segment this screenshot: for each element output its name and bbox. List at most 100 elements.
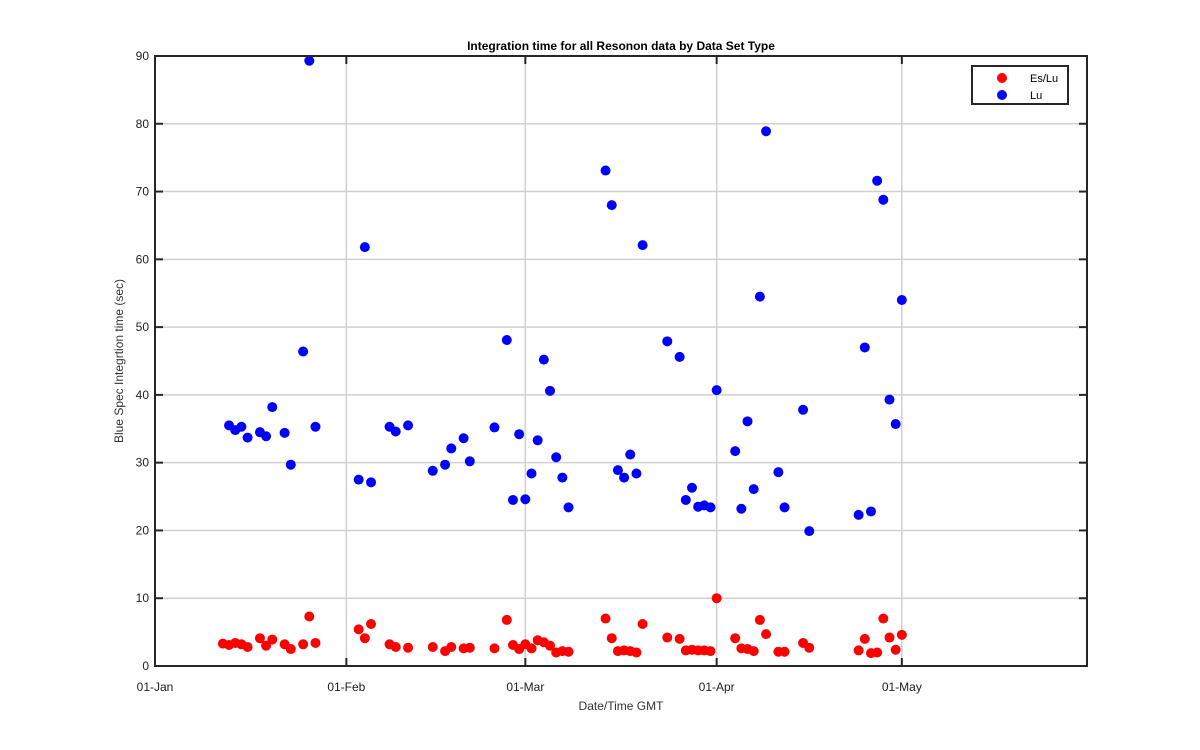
data-point-es-lu bbox=[705, 646, 716, 657]
data-point-es-lu bbox=[600, 613, 611, 624]
data-point-lu bbox=[884, 394, 895, 405]
data-point-es-lu bbox=[662, 632, 673, 643]
data-point-es-lu bbox=[730, 633, 741, 644]
data-point-es-lu bbox=[761, 629, 772, 640]
data-point-es-lu bbox=[298, 639, 309, 650]
data-point-lu bbox=[458, 433, 469, 444]
data-point-es-lu bbox=[674, 633, 685, 644]
legend-marker-es-lu bbox=[997, 73, 1007, 83]
data-point-es-lu bbox=[896, 629, 907, 640]
data-point-lu bbox=[804, 526, 815, 537]
x-axis-label: Date/Time GMT bbox=[579, 699, 665, 713]
data-point-es-lu bbox=[606, 633, 617, 644]
data-point-es-lu bbox=[353, 624, 364, 635]
data-point-es-lu bbox=[631, 647, 642, 658]
data-point-lu bbox=[736, 503, 747, 514]
x-tick-label: 01-Jan bbox=[137, 680, 174, 694]
data-point-lu bbox=[267, 402, 278, 413]
legend-marker-lu bbox=[997, 90, 1007, 100]
data-point-lu bbox=[545, 385, 556, 396]
data-point-lu bbox=[674, 351, 685, 362]
data-point-lu bbox=[754, 291, 765, 302]
data-point-lu bbox=[390, 426, 401, 437]
x-tick-label: 01-May bbox=[882, 680, 922, 694]
data-point-es-lu bbox=[390, 642, 401, 653]
data-point-lu bbox=[489, 422, 500, 433]
data-point-lu bbox=[310, 421, 321, 432]
data-point-es-lu bbox=[261, 640, 272, 651]
y-tick-label: 90 bbox=[136, 49, 150, 63]
data-point-lu bbox=[600, 165, 611, 176]
y-tick-label: 0 bbox=[142, 659, 149, 673]
data-point-es-lu bbox=[501, 614, 512, 625]
data-point-lu bbox=[285, 459, 296, 470]
data-point-lu bbox=[563, 502, 574, 513]
data-point-lu bbox=[464, 456, 475, 467]
data-point-lu bbox=[773, 467, 784, 478]
data-point-lu bbox=[612, 465, 623, 476]
data-point-lu bbox=[532, 435, 543, 446]
data-point-es-lu bbox=[859, 633, 870, 644]
data-point-lu bbox=[440, 459, 451, 470]
data-point-es-lu bbox=[310, 637, 321, 648]
data-point-lu bbox=[366, 477, 377, 488]
data-point-lu bbox=[427, 465, 438, 476]
data-point-lu bbox=[353, 474, 364, 485]
y-tick-label: 10 bbox=[136, 591, 150, 605]
data-point-lu bbox=[742, 416, 753, 427]
data-point-es-lu bbox=[526, 643, 537, 654]
data-point-es-lu bbox=[804, 642, 815, 653]
data-point-lu bbox=[761, 126, 772, 137]
data-point-lu bbox=[551, 452, 562, 463]
data-point-es-lu bbox=[711, 593, 722, 604]
axes bbox=[154, 55, 1088, 667]
data-point-es-lu bbox=[285, 644, 296, 655]
y-tick-label: 40 bbox=[136, 388, 150, 402]
legend-box bbox=[971, 65, 1069, 105]
data-point-lu bbox=[890, 419, 901, 430]
data-point-lu bbox=[748, 484, 759, 495]
data-point-lu bbox=[606, 200, 617, 211]
data-point-lu bbox=[242, 432, 253, 443]
data-point-es-lu bbox=[754, 614, 765, 625]
data-point-lu bbox=[446, 443, 457, 454]
data-points bbox=[217, 55, 907, 659]
data-point-lu bbox=[896, 295, 907, 305]
legend-label-lu: Lu bbox=[1030, 90, 1042, 102]
data-point-lu bbox=[730, 446, 741, 457]
y-axis-label: Blue Spec Integrtion time (sec) bbox=[112, 279, 126, 443]
x-tick-label: 01-Feb bbox=[327, 680, 365, 694]
y-tick-label: 20 bbox=[136, 523, 150, 537]
data-point-es-lu bbox=[748, 646, 759, 657]
data-point-lu bbox=[637, 240, 648, 251]
y-tick-label: 50 bbox=[136, 320, 150, 334]
grid-lines bbox=[155, 56, 1087, 666]
data-point-lu bbox=[236, 421, 247, 432]
data-point-lu bbox=[859, 342, 870, 353]
data-point-lu bbox=[686, 482, 697, 493]
data-point-lu bbox=[359, 242, 370, 253]
data-point-lu bbox=[779, 502, 790, 513]
data-point-lu bbox=[705, 502, 716, 513]
legend: Es/Lu Lu bbox=[971, 65, 1069, 105]
data-point-es-lu bbox=[890, 644, 901, 655]
data-point-lu bbox=[872, 175, 883, 186]
data-point-es-lu bbox=[853, 645, 864, 656]
data-point-es-lu bbox=[545, 640, 556, 651]
y-tick-label: 80 bbox=[136, 117, 150, 131]
chart-title: Integration time for all Resonon data by… bbox=[467, 39, 775, 53]
data-point-es-lu bbox=[884, 632, 895, 643]
plot-frame bbox=[154, 55, 1088, 667]
data-point-es-lu bbox=[878, 613, 889, 624]
data-point-lu bbox=[619, 472, 630, 483]
data-point-es-lu bbox=[779, 646, 790, 657]
data-point-es-lu bbox=[637, 618, 648, 629]
data-point-es-lu bbox=[359, 633, 370, 644]
data-point-lu bbox=[538, 354, 549, 365]
data-point-lu bbox=[279, 427, 290, 438]
data-point-es-lu bbox=[427, 642, 438, 653]
x-tick-label: 01-Mar bbox=[506, 680, 544, 694]
data-point-lu bbox=[501, 334, 512, 345]
